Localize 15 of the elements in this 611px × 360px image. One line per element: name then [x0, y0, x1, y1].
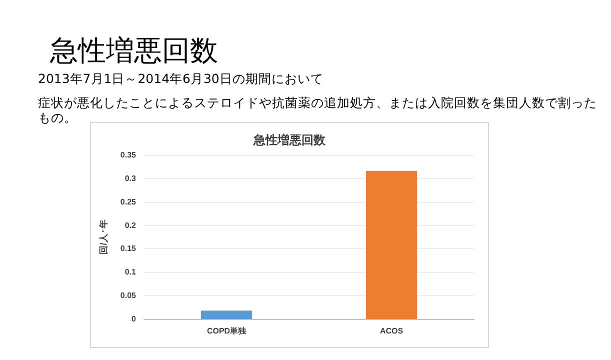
chart-title: 急性増悪回数	[252, 133, 326, 147]
y-tick-label: 0.35	[120, 150, 137, 160]
text: 2013年7月1日～2014年6月30日の期間において	[38, 71, 324, 88]
y-tick-label: 0.25	[120, 197, 137, 206]
y-tick-label: 0.2	[124, 220, 137, 230]
y-axis-title: 回/人･年	[98, 220, 108, 254]
x-tick-label: ACOS	[380, 326, 404, 336]
y-tick-label: 0.15	[120, 244, 137, 254]
x-tick-label: COPD単独	[206, 326, 248, 336]
text: 症状が悪化したことによるステロイドや抗菌薬の追加処方、または入院回数を集団人数で割ったもの。	[38, 95, 598, 125]
y-tick-label: 0.3	[124, 174, 137, 183]
y-tick-label: 0.05	[120, 291, 137, 300]
y-tick-label: 0.1	[124, 268, 137, 277]
y-tick-label: 0	[132, 314, 137, 324]
text: 急性増悪回数	[50, 33, 218, 69]
